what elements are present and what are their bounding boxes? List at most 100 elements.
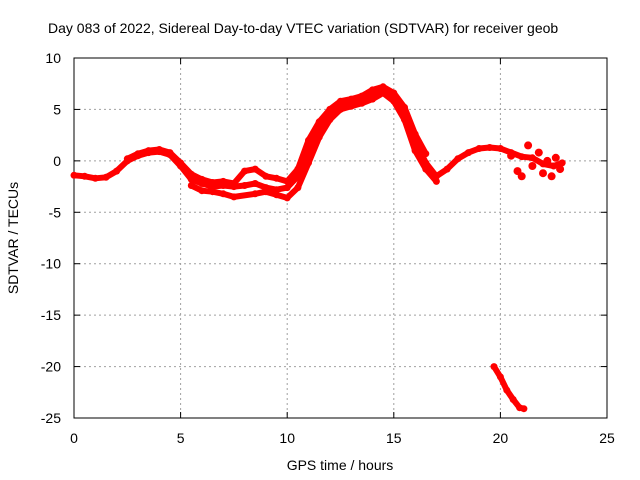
tail-scatter-point [507,151,516,160]
data-points [70,83,566,413]
y-tick-label: -5 [49,204,62,220]
x-tick-label: 0 [70,430,78,446]
y-tick-label: 5 [53,101,61,117]
x-axis-label: GPS time / hours [287,457,394,473]
lower-band-point [390,97,398,105]
outlier-segment-point [509,396,517,403]
lower-band-point [283,194,291,202]
main-trace-point [550,162,558,170]
tail-scatter-point [543,156,552,165]
main-trace-point [70,171,78,179]
x-tick-label: 5 [177,430,185,446]
lower-band-point [315,133,323,141]
lower-band-point [337,105,344,113]
main-trace-point [518,153,526,161]
lower-band-point [230,193,238,201]
lower-band-point [251,190,259,198]
upper-band-point [251,165,259,173]
upper-band-point [305,136,312,144]
lower-band-point [347,102,355,110]
upper-band-point [166,149,174,157]
x-tick-label: 25 [599,430,615,446]
upper-band-point [187,170,195,178]
y-tick-label: -20 [41,359,61,375]
upper-band-point [241,167,249,175]
upper-band-point [401,103,408,111]
chart-title: Day 083 of 2022, Sidereal Day-to-day VTE… [48,20,558,36]
upper-band-point [177,159,185,167]
upper-band-point [294,165,302,173]
upper-band-point [134,150,142,158]
main-trace-point [464,149,472,157]
upper-band-point [347,95,355,103]
lower-band-point [305,159,312,167]
main-trace-point [113,167,121,175]
x-tick-label: 20 [493,430,509,446]
lower-band-point [198,187,206,195]
y-tick-label: 0 [53,153,61,169]
y-axis-label: SDTVAR / TECUs [5,182,21,294]
upper-band-point [326,105,334,113]
lower-band-point [219,190,227,198]
lower-band-point [379,89,387,97]
outlier-segment-point [490,363,498,371]
plot-frame [73,57,608,419]
y-tick-label: -10 [41,256,61,272]
y-tick-label: -15 [41,307,61,323]
upper-band-point [379,83,387,91]
main-trace-point [558,159,566,167]
tail-scatter-point [556,165,565,174]
outlier-segment-point [496,373,504,381]
tail-scatter-point [517,172,526,181]
main-trace-point [251,180,259,187]
lower-band-point [358,99,366,107]
tail-scatter-point [524,141,533,150]
y-tick-label: 10 [45,50,61,66]
upper-band-point [155,146,163,153]
upper-band-point [358,92,366,100]
upper-band-point [422,150,430,158]
upper-band-point [145,147,153,155]
lower-band-point [209,188,217,196]
lower-band-point [369,95,376,103]
outlier-segment-point [503,386,511,394]
upper-band-point [390,89,398,97]
lower-band-point [262,188,270,196]
lower-band-point [326,116,334,124]
main-trace-point [486,144,494,151]
main-trace-point [283,184,291,192]
upper-band-point [283,177,291,185]
tail-scatter-point [528,162,537,170]
upper-band-point [411,130,419,138]
lower-band-point [432,177,440,185]
lower-band-point [273,191,280,199]
main-trace-point [443,165,451,173]
tail-scatter-point [534,148,543,157]
main-trace-point [528,154,536,162]
main-trace-point [91,174,99,182]
tail-scatter-point [539,169,547,178]
x-tick-label: 10 [279,430,295,446]
y-tick-label: -25 [41,410,61,426]
x-tick-label: 15 [386,430,402,446]
upper-band-point [219,177,227,185]
upper-band-point [273,174,280,182]
lower-band-point [187,182,195,189]
lower-band-point [294,184,302,192]
main-trace-point [475,145,483,152]
upper-band-point [123,155,131,163]
upper-band-point [315,118,323,126]
main-trace-point [454,155,462,163]
axis-ticks: 0 5 10 15 20 25 -25 -20 -15 -10 -5 0 5 10 [41,50,615,446]
upper-band-line [124,83,429,187]
upper-band-point [262,172,270,180]
lower-band-point [422,165,430,173]
main-trace-point [496,145,504,152]
outlier-segment-point [520,405,528,413]
upper-band-point [198,175,206,183]
tail-scatter-point [551,153,560,162]
tail-scatter-point [547,172,556,181]
main-trace-point [241,182,249,189]
upper-band-point [369,86,376,94]
